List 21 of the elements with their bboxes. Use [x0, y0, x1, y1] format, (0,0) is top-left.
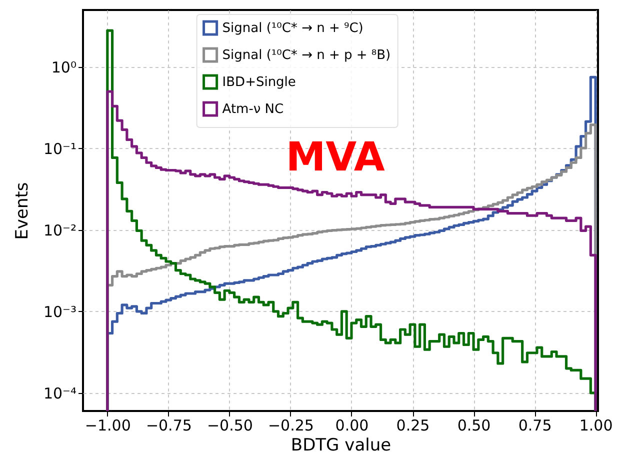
annotation: MVA: [286, 134, 385, 180]
y-tick-label: 10⁻¹: [43, 140, 76, 158]
x-tick-label: 1.00: [579, 416, 613, 434]
x-tick-label: 0.25: [396, 416, 430, 434]
x-tick-label: −0.50: [206, 416, 253, 434]
x-tick-label: 0.50: [457, 416, 491, 434]
legend-label: Signal (¹⁰C* → n + p + ⁸B): [222, 48, 391, 63]
legend-label: Atm-ν NC: [222, 102, 284, 117]
y-tick-label: 10⁰: [51, 58, 76, 76]
y-tick-label: 10⁻²: [43, 221, 76, 240]
x-tick-label: −0.75: [146, 416, 192, 434]
x-tick-label: 0.75: [518, 416, 552, 434]
x-axis-title: BDTG value: [290, 436, 392, 456]
x-tick-label: 0.00: [335, 416, 369, 434]
legend-label: Signal (¹⁰C* → n + ⁹C): [222, 21, 364, 36]
x-tick-label: −0.25: [268, 416, 314, 434]
y-tick-label: 10⁻⁴: [43, 384, 76, 402]
y-tick-label: 10⁻³: [43, 302, 76, 321]
y-axis-title: Events: [12, 182, 32, 240]
legend-label: IBD+Single: [222, 75, 296, 90]
x-tick-label: −1.00: [84, 416, 131, 434]
